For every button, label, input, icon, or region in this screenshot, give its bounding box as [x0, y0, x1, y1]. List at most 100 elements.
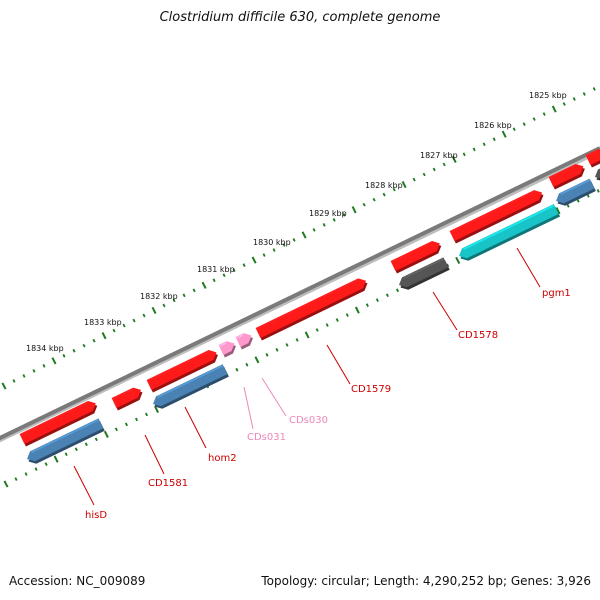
- inner-ruler-minor-tick: [566, 203, 570, 208]
- outer-ruler-major-tick: [551, 105, 557, 113]
- outer-ruler-minor-tick: [262, 253, 266, 257]
- hom2-feature: [146, 350, 218, 393]
- cds-feature: [585, 149, 600, 168]
- tick-label-1827: 1827 kbp: [420, 151, 458, 160]
- outer-ruler-major-tick: [151, 306, 157, 315]
- inner-ruler-major-tick: [103, 430, 109, 438]
- gene-label-hom2: hom2: [208, 453, 237, 464]
- outer-ruler-minor-tick: [382, 192, 386, 197]
- outer-ruler-minor-tick: [422, 172, 426, 177]
- outer-ruler-minor-tick: [442, 162, 446, 167]
- cds-feature-body: [111, 387, 141, 408]
- cd1578-grey-feature-body: [399, 257, 449, 288]
- outer-ruler-major-tick: [451, 155, 457, 163]
- pgm1-cyan-feature-highlight: [463, 204, 554, 250]
- inner-ruler-minor-tick: [275, 348, 279, 352]
- outer-ruler-minor-tick: [592, 87, 596, 91]
- outer-ruler-minor-tick: [222, 273, 226, 278]
- outer-ruler-minor-tick: [112, 328, 116, 333]
- cd1579-feature-highlight: [256, 279, 359, 330]
- hom2-feature-highlight: [147, 350, 209, 382]
- tick-label-1831: 1831 kbp: [197, 265, 235, 274]
- pgm1-feature-body: [449, 190, 542, 241]
- inner-ruler-major-tick: [53, 455, 59, 463]
- outer-ruler-major-tick: [201, 281, 207, 289]
- inner-ruler-minor-tick: [265, 353, 269, 357]
- inner-ruler-minor-tick: [576, 198, 580, 203]
- outer-ruler-minor-tick: [22, 374, 26, 378]
- outer-ruler-major-tick: [301, 231, 307, 239]
- tick-labels: 1825 kbp 1826 kbp 1827 kbp 1828 kbp 1829…: [26, 91, 567, 353]
- grey-feature: [595, 168, 600, 181]
- outer-ruler-minor-tick: [432, 167, 436, 172]
- inner-ruler-minor-tick: [124, 422, 128, 427]
- inner-ruler-minor-tick: [325, 323, 329, 327]
- gene-label-cd1579: CD1579: [351, 384, 391, 395]
- cds-feature-body: [19, 401, 96, 444]
- outer-ruler-minor-tick: [242, 263, 246, 267]
- outer-ruler-minor-tick: [542, 112, 546, 116]
- hisd-blue-feature: [27, 418, 105, 464]
- inner-ruler-minor-tick: [114, 427, 118, 432]
- outer-ruler-minor-tick: [132, 318, 136, 323]
- outer-ruler: [1, 87, 596, 390]
- blue-feature-body: [556, 178, 595, 204]
- outer-ruler-minor-tick: [272, 248, 276, 252]
- outer-ruler-major-tick: [501, 130, 507, 138]
- gene-label-cds031: CDs031: [247, 432, 286, 443]
- inner-ruler-minor-tick: [596, 189, 600, 193]
- hisd-blue-feature-highlight: [31, 419, 99, 453]
- cds-feature: [548, 164, 585, 190]
- outer-ruler-minor-tick: [212, 278, 216, 283]
- outer-ruler-minor-tick: [82, 343, 86, 348]
- outer-ruler-minor-tick: [342, 212, 346, 217]
- inner-ruler-minor-tick: [295, 338, 299, 342]
- inner-ruler-minor-tick: [446, 263, 450, 268]
- inner-ruler-minor-tick: [375, 298, 379, 302]
- map-title: Clostridium difficile 630, complete geno…: [159, 10, 441, 25]
- outer-ruler-minor-tick: [62, 353, 66, 358]
- outer-ruler-minor-tick: [362, 202, 366, 207]
- inner-ruler-minor-tick: [285, 343, 289, 347]
- inner-ruler-minor-tick: [84, 442, 88, 447]
- cds-feature-highlight: [20, 401, 89, 436]
- outer-ruler-minor-tick: [372, 197, 376, 202]
- outer-ruler-minor-tick: [522, 122, 526, 126]
- cds-feature-highlight: [549, 164, 576, 179]
- tick-label-1826: 1826 kbp: [474, 121, 512, 130]
- outer-ruler-minor-tick: [492, 137, 496, 142]
- outer-ruler-minor-tick: [32, 369, 36, 373]
- cd1578-feature: [390, 241, 442, 274]
- outer-ruler-minor-tick: [392, 187, 396, 192]
- outer-ruler-minor-tick: [572, 97, 576, 101]
- inner-ruler-major-tick: [154, 405, 159, 414]
- hom2-blue-feature: [153, 364, 229, 409]
- gene-label-hisd: hisD: [85, 510, 107, 521]
- outer-ruler-minor-tick: [192, 288, 196, 293]
- outer-ruler-minor-tick: [462, 152, 466, 157]
- outer-ruler-minor-tick: [282, 243, 286, 247]
- outer-ruler-minor-tick: [292, 238, 296, 242]
- inner-ruler-major-tick: [555, 207, 561, 215]
- genome-backbone: [0, 146, 600, 443]
- label-leader-cd1578: [432, 291, 458, 331]
- cds-feature: [111, 387, 143, 411]
- tick-label-1829: 1829 kbp: [309, 209, 347, 218]
- gene-label-cds030: CDs030: [289, 415, 328, 426]
- inner-ruler-minor-tick: [345, 313, 349, 317]
- tick-label-1832: 1832 kbp: [140, 292, 178, 301]
- outer-ruler-minor-tick: [322, 222, 326, 227]
- outer-ruler-minor-tick: [232, 268, 236, 273]
- outer-ruler-minor-tick: [482, 142, 486, 147]
- cds-feature-highlight: [112, 388, 134, 400]
- cd1578-grey-feature-highlight: [403, 258, 444, 279]
- inner-ruler-minor-tick: [134, 417, 139, 422]
- cds-feature-highlight: [586, 149, 599, 157]
- gene-label-cd1581: CD1581: [148, 478, 188, 489]
- cd1579-feature-body: [255, 278, 366, 338]
- hom2-blue-feature-highlight: [157, 365, 223, 398]
- topology-label: Topology: circular; Length: 4,290,252 bp…: [261, 574, 591, 588]
- inner-ruler-minor-tick: [34, 467, 38, 471]
- pgm1-cyan-feature-body: [459, 204, 559, 259]
